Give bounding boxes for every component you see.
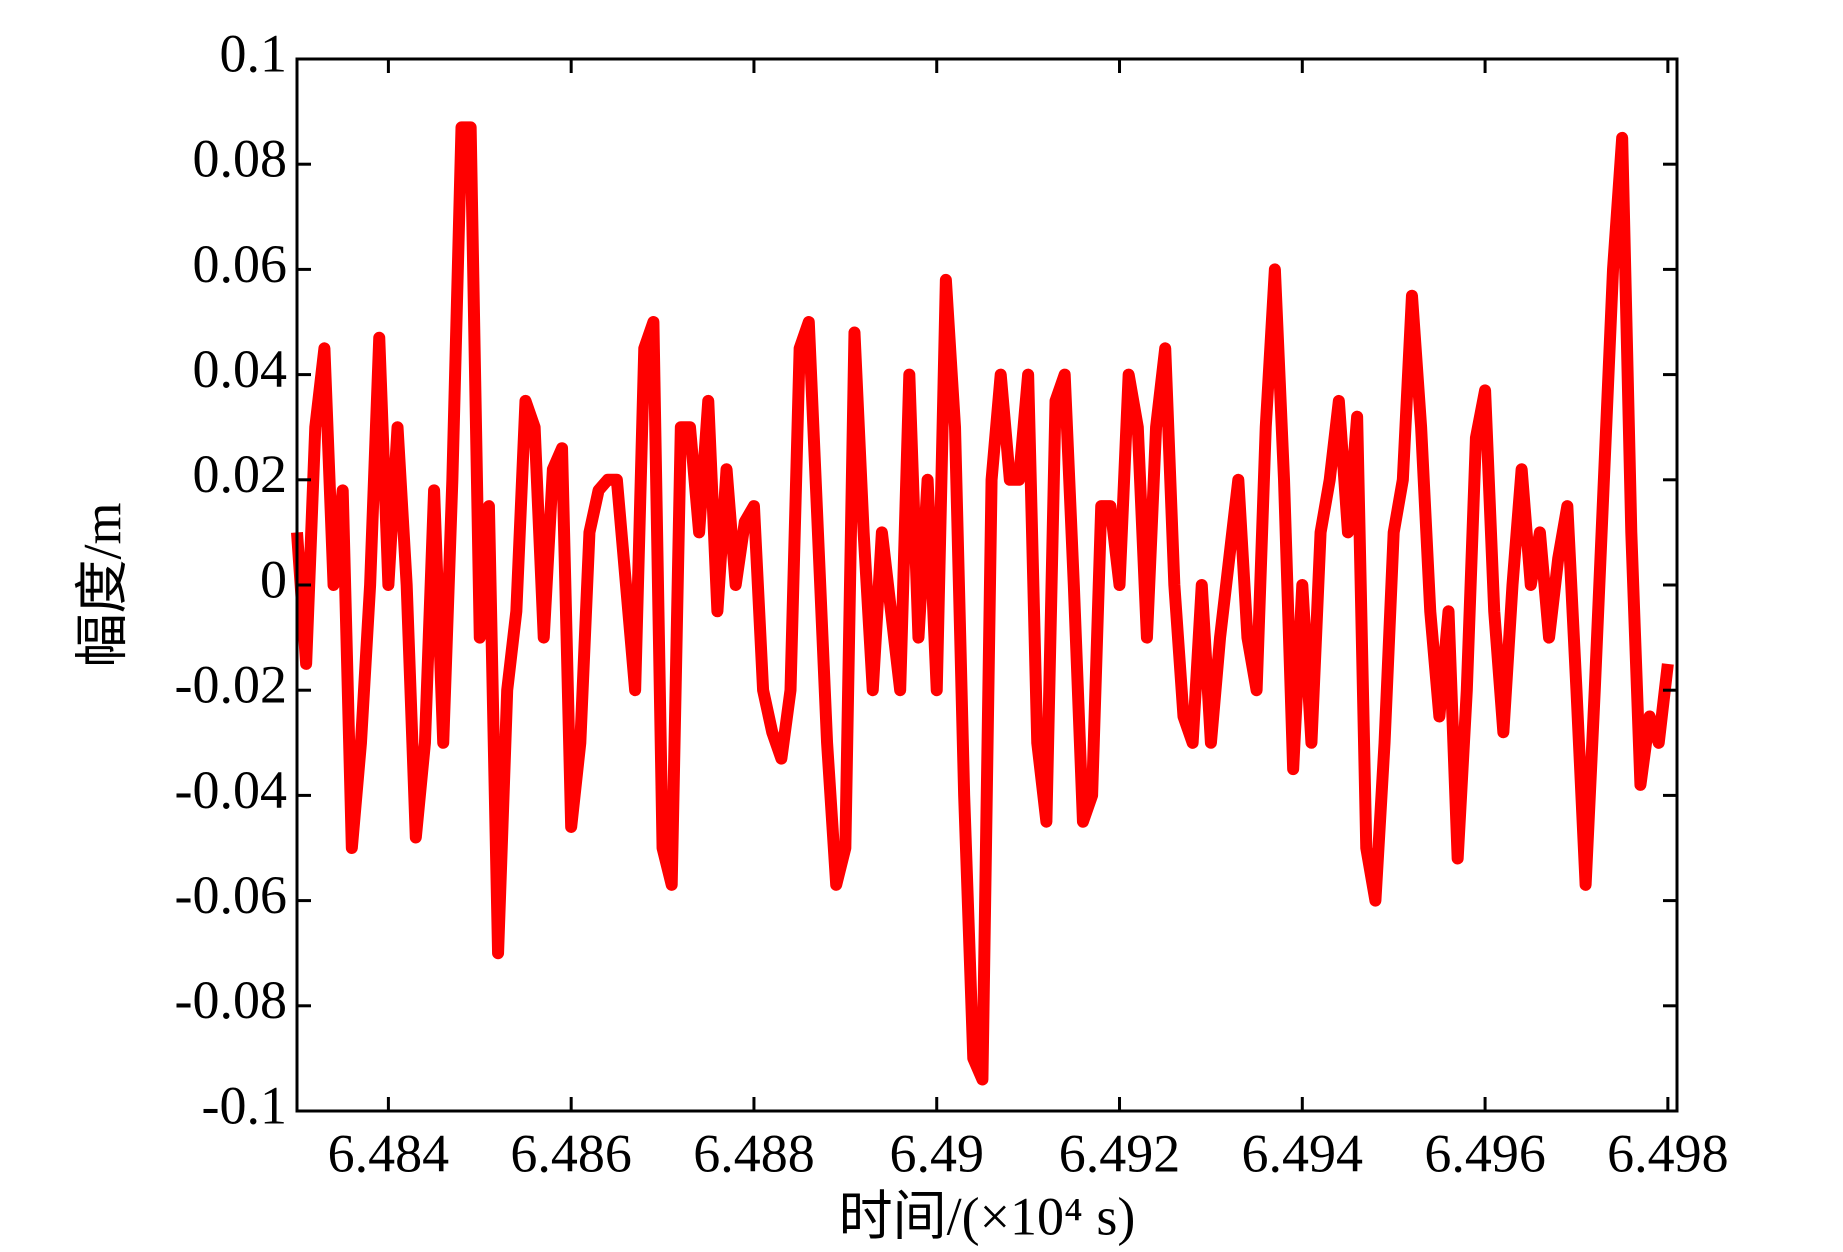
x-tick-label: 6.484 [328, 1123, 450, 1183]
y-tick-label: -0.06 [175, 865, 287, 925]
x-tick-label: 6.492 [1059, 1123, 1181, 1183]
y-tick-label: -0.1 [202, 1075, 287, 1135]
y-tick-label: -0.02 [175, 655, 287, 715]
x-tick-label: 6.486 [510, 1123, 632, 1183]
x-tick-label: 6.488 [693, 1123, 815, 1183]
y-tick-label: 0.06 [193, 234, 288, 294]
y-tick-label: 0.02 [193, 444, 288, 504]
y-axis-label: 幅度/m [72, 502, 132, 667]
y-tick-label: -0.04 [175, 760, 287, 820]
data-line [291, 121, 1674, 1086]
y-tick-label: 0 [260, 549, 287, 609]
x-tick-label: 6.49 [889, 1123, 984, 1183]
x-tick-label: 6.498 [1607, 1123, 1729, 1183]
x-tick-label: 6.494 [1242, 1123, 1364, 1183]
y-tick-label: 0.08 [193, 129, 288, 189]
y-tick-label: 0.04 [193, 339, 288, 399]
y-tick-label: 0.1 [220, 23, 288, 83]
y-tick-label: -0.08 [175, 970, 287, 1030]
x-tick-label: 6.496 [1424, 1123, 1546, 1183]
x-axis-label: 时间/(×10⁴ s) [839, 1186, 1136, 1246]
